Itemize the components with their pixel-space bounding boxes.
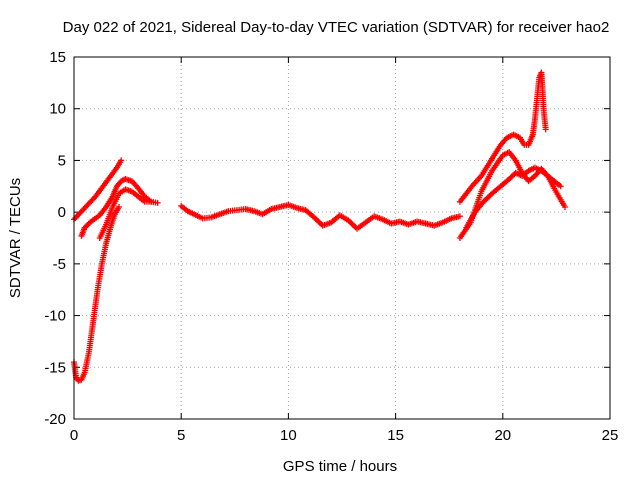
y-axis-label: SDTVAR / TECUs <box>7 178 24 298</box>
data-point <box>484 194 491 201</box>
series-late-lower <box>456 149 568 241</box>
data-point <box>486 193 493 200</box>
y-tick-label: -5 <box>53 256 66 273</box>
data-point <box>148 198 155 205</box>
y-tick-label: 15 <box>49 49 66 66</box>
x-axis-label: GPS time / hours <box>283 458 397 475</box>
y-tick-label: 0 <box>58 204 66 221</box>
series-early-rising <box>71 157 125 223</box>
x-tick-label: 20 <box>494 427 511 444</box>
y-tick-label: -15 <box>44 359 66 376</box>
y-tick-label: -20 <box>44 411 66 428</box>
series-deep-dip <box>71 203 123 384</box>
data-point <box>348 220 355 227</box>
series-early-loop <box>96 186 155 241</box>
data-point <box>349 221 356 228</box>
data-point <box>483 196 490 203</box>
data-point <box>561 203 568 210</box>
data-points <box>71 69 568 384</box>
x-tick-label: 10 <box>280 427 297 444</box>
x-tick-label: 15 <box>387 427 404 444</box>
x-tick-label: 0 <box>70 427 78 444</box>
grid <box>74 57 610 419</box>
data-point <box>154 199 161 206</box>
x-tick-label: 5 <box>177 427 185 444</box>
y-tick-label: -10 <box>44 308 66 325</box>
data-point <box>116 203 123 210</box>
x-tick-label: 25 <box>602 427 619 444</box>
series-early-group <box>78 176 161 239</box>
y-tick-label: 10 <box>49 101 66 118</box>
data-point <box>313 217 320 224</box>
plot-frame <box>73 56 611 420</box>
data-point <box>86 219 93 226</box>
chart-title: Day 022 of 2021, Sidereal Day-to-day VTE… <box>63 19 610 36</box>
data-point <box>315 218 322 225</box>
y-tick-label: 5 <box>58 152 66 169</box>
series-late-upper <box>456 69 549 205</box>
data-point <box>557 183 564 190</box>
data-point <box>456 213 463 220</box>
axis-ticks: 0 5 10 15 20 25 -20 -15 -10 -5 0 5 10 15 <box>44 49 618 444</box>
series-midday <box>178 201 463 232</box>
data-point <box>118 157 125 164</box>
data-point <box>542 126 549 133</box>
